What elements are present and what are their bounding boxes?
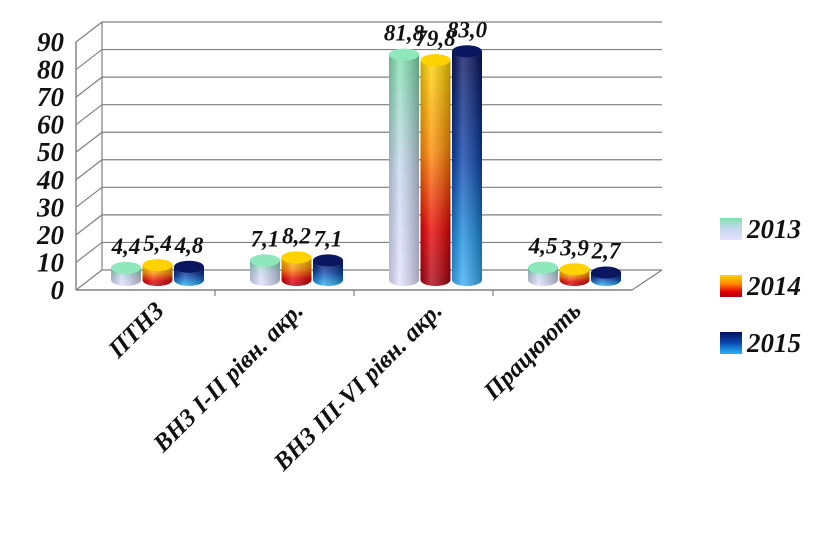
gridline-side	[75, 241, 103, 263]
bar-2015-4	[591, 266, 621, 286]
gridline-side	[75, 21, 103, 43]
data-label-2014-2: 8,2	[282, 223, 311, 248]
y-tick-label: 20	[36, 220, 65, 250]
gridline-side	[75, 49, 103, 71]
bar-shading	[250, 260, 280, 286]
bar-2013-3	[389, 48, 419, 287]
category-label-2: ВНЗ I-II рівн. акр.	[148, 297, 309, 458]
floor-right-edge	[631, 269, 663, 291]
data-labels: 4,4 5,4 4,8 7,1 8,2 7,1 81,879,883,0 4,5 3,9 2,7	[111, 17, 622, 263]
legend-swatch	[720, 275, 742, 297]
legend-item-2015: 2015	[720, 328, 801, 358]
data-label-2013-3: 81,8	[384, 21, 425, 46]
bar-2015-3	[452, 45, 482, 287]
bar-2014-3	[420, 54, 451, 287]
category-label-4: Працюють	[478, 297, 587, 406]
bar-2013-2	[250, 254, 280, 286]
y-tick-label: 70	[37, 82, 65, 112]
bar-top	[452, 45, 482, 58]
y-tick-label: 0	[51, 275, 65, 305]
y-tick-label: 60	[37, 110, 65, 140]
bar-top	[313, 254, 343, 267]
data-label-2015-1: 4,8	[174, 233, 204, 258]
legend-label: 2015	[746, 328, 801, 358]
gridline-side	[75, 159, 103, 181]
data-label-2014-1: 5,4	[143, 231, 172, 256]
bar-top	[591, 266, 621, 279]
gridline-side	[75, 186, 103, 208]
legend-swatch	[720, 332, 742, 354]
y-tick-label: 90	[37, 27, 65, 57]
gridline-side	[75, 76, 103, 98]
gridline-side	[75, 269, 103, 291]
gridline-side	[75, 214, 103, 236]
bar-shading	[142, 265, 173, 286]
legend-swatch	[720, 218, 742, 240]
data-label-2013-1: 4,4	[111, 234, 141, 259]
bar-2014-1	[142, 259, 173, 286]
chart-axes	[75, 22, 663, 296]
data-label-2013-2: 7,1	[251, 226, 280, 251]
bar-shading	[281, 257, 312, 286]
gridline-side	[75, 131, 103, 153]
bar-2013-1	[111, 261, 141, 286]
bar-2015-1	[174, 260, 204, 286]
bar-top	[559, 263, 590, 276]
y-tick-label: 30	[36, 192, 65, 222]
bar-shading	[313, 260, 343, 286]
bar-shading	[389, 54, 419, 287]
chart-bars	[111, 45, 621, 287]
bar-top	[111, 261, 141, 274]
bar-top	[250, 254, 280, 267]
data-label-2014-3: 79,8	[415, 26, 456, 51]
data-label-2014-4: 3,9	[559, 235, 589, 260]
legend-item-2013: 2013	[720, 214, 801, 244]
legend-item-2014: 2014	[720, 271, 801, 301]
bar-top	[420, 54, 451, 67]
bar-top	[142, 259, 173, 272]
bar-2013-4	[528, 261, 558, 286]
gridline-side	[75, 104, 103, 126]
data-label-2015-3: 83,0	[447, 17, 488, 42]
chart-gridlines	[75, 21, 662, 291]
legend-label: 2014	[746, 271, 801, 301]
bar-top	[281, 251, 312, 264]
legend-label: 2013	[746, 214, 801, 244]
y-tick-label: 80	[37, 55, 65, 85]
bar-2015-2	[313, 254, 343, 286]
bar-2014-2	[281, 251, 312, 286]
bar-top	[528, 261, 558, 274]
bar-shading	[452, 51, 482, 287]
chart-legend: 2013 2014 2015	[720, 214, 801, 358]
bar-top	[174, 260, 204, 273]
y-tick-label: 10	[37, 247, 65, 277]
y-tick-label: 50	[37, 137, 65, 167]
bar-top	[389, 48, 419, 61]
bar-shading	[420, 60, 451, 287]
data-label-2013-4: 4,5	[528, 234, 558, 259]
y-tick-label: 40	[36, 165, 65, 195]
data-label-2015-2: 7,1	[314, 226, 343, 251]
data-label-2015-4: 2,7	[591, 239, 622, 264]
category-label-1: ПТНЗ	[103, 297, 170, 364]
bar-2014-4	[559, 263, 590, 286]
